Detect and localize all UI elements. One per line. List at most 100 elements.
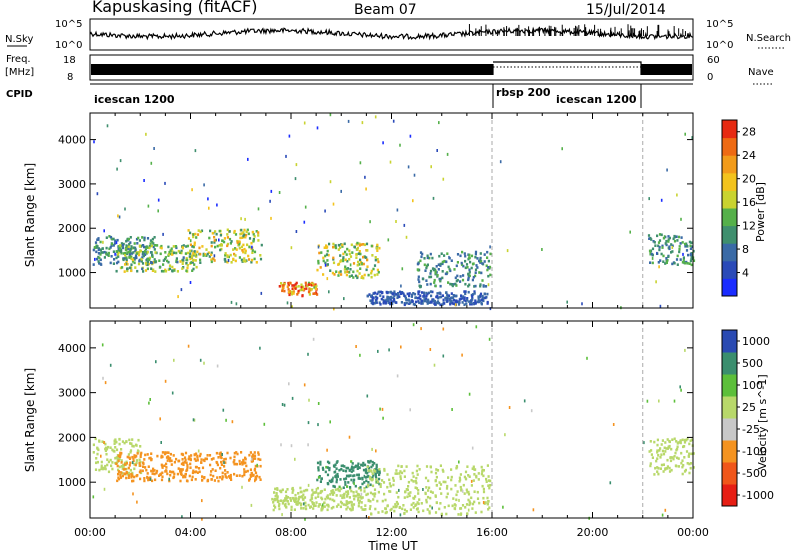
data-cell [650,453,653,456]
data-cell [141,262,145,265]
data-cell [195,452,198,456]
data-cell [213,241,216,244]
data-cell [356,467,359,470]
data-cell [348,474,351,478]
data-cell [136,251,140,255]
data-cell [483,260,486,263]
data-cell [374,256,377,259]
data-cell [452,294,455,297]
data-cell [396,374,399,378]
data-cell [151,472,154,475]
data-cell [112,244,115,247]
data-cell [252,238,255,241]
colorbar-swatch [722,155,737,174]
data-cell [459,254,462,258]
data-cell [113,442,116,445]
data-cell [374,299,378,303]
data-cell [242,250,245,254]
data-cell [661,244,664,248]
data-cell [381,499,384,503]
colorbar-swatch [722,278,737,297]
data-cell [341,245,344,248]
data-cell [442,177,445,181]
data-cell [357,462,360,466]
data-cell [387,299,390,302]
data-cell [530,409,533,413]
data-cell [98,468,101,472]
data-cell [344,271,347,274]
data-cell [102,376,104,380]
data-cell [193,243,196,247]
data-cell [392,479,395,482]
data-cell [437,268,440,271]
data-cell [446,492,449,496]
data-cell [186,264,189,267]
data-cell [392,483,395,487]
noise-strip: N.Sky 10^5 10^0 10^5 10^0 N.Search [5,18,791,51]
data-cell [417,278,420,281]
data-cell [465,503,469,506]
data-cell [446,484,449,488]
data-cell [119,476,123,479]
data-cell [465,488,468,492]
data-cell [190,478,193,482]
data-cell [205,457,208,461]
data-cell [362,276,365,280]
data-cell [664,450,667,453]
data-cell [336,472,339,476]
data-cell [367,484,370,488]
data-cell [434,303,437,306]
data-cell [378,301,381,304]
data-cell [303,496,307,499]
data-cell [333,273,336,276]
data-cell [193,250,196,253]
data-cell [297,497,300,501]
data-cell [184,252,187,255]
data-cell [461,353,463,357]
data-cell [163,452,167,456]
data-cell [138,251,141,254]
data-cell [213,259,216,262]
data-cell [246,469,249,473]
data-cell [170,470,173,474]
data-cell [248,479,251,482]
data-cell [240,245,243,249]
nsearch-bottom-tick: 10^0 [706,40,733,51]
data-cell [245,464,248,468]
data-cell [284,490,288,494]
data-cell [379,290,382,294]
data-cell [388,348,390,352]
data-cell [386,295,389,299]
freq-label-line1: Freq. [6,54,31,65]
data-cell [187,237,191,240]
data-cell [403,496,406,499]
data-cell [293,284,296,287]
data-cell [345,502,348,506]
data-cell [154,270,157,273]
data-cell [690,241,693,244]
data-cell [352,503,356,506]
data-cell [122,463,125,467]
data-cell [280,443,282,447]
data-cell [92,495,95,499]
data-cell [373,462,376,465]
data-cell [224,254,227,257]
data-cell [353,474,356,477]
data-cell [413,173,416,177]
data-cell [467,257,470,261]
data-cell [136,269,139,273]
data-cell [195,265,198,269]
data-cell [115,241,118,245]
data-cell [349,268,352,271]
data-cell [689,244,692,248]
data-cell [120,471,123,474]
data-cell [97,260,100,263]
data-cell [297,289,300,293]
data-cell [476,490,479,494]
data-cell [109,246,112,249]
data-cell [426,263,429,267]
data-cell [417,492,420,495]
data-cell [312,504,316,507]
data-cell [433,363,436,367]
data-cell [456,278,459,282]
